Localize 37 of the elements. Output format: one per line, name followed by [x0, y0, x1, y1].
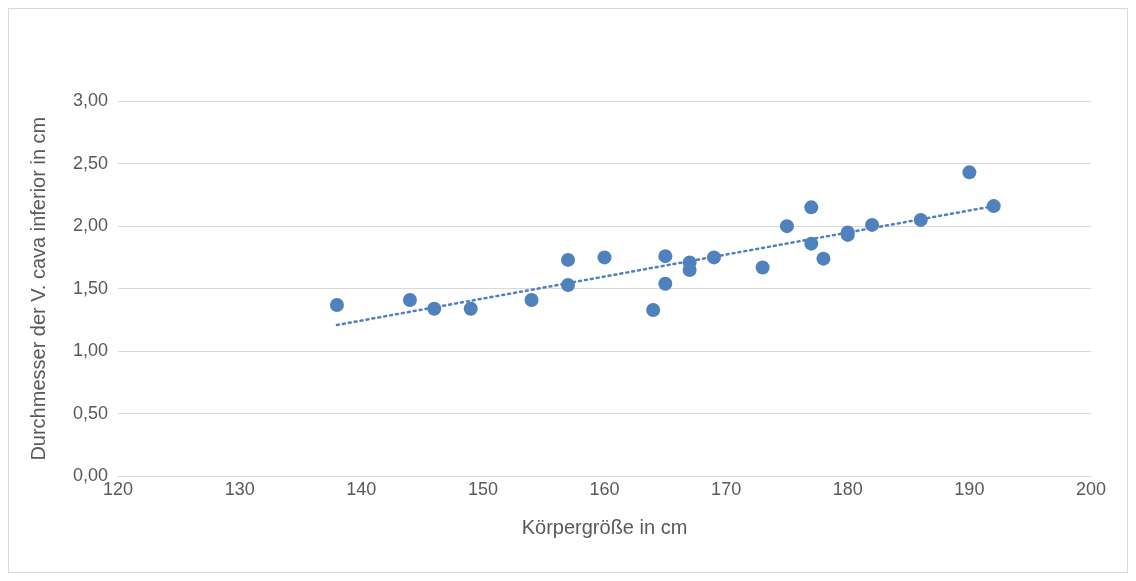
point: [804, 200, 819, 215]
y-axis-title: Durchmesser der V. cava inferior in cm: [26, 116, 49, 461]
point: [402, 292, 417, 307]
y-tick-label: 1,50: [72, 277, 109, 298]
point: [865, 217, 880, 232]
x-tick-label: 200: [1075, 479, 1107, 500]
y-tick-label: 3,00: [72, 89, 109, 110]
y-tick-label: 1,00: [72, 340, 109, 361]
point: [816, 251, 831, 266]
point: [913, 212, 928, 227]
x-axis-title: Körpergröße in cm: [521, 515, 688, 538]
point: [779, 219, 794, 234]
point: [962, 165, 977, 180]
point: [463, 301, 478, 316]
point: [561, 252, 576, 267]
point: [804, 236, 819, 251]
point: [524, 292, 539, 307]
point: [329, 297, 344, 312]
point: [658, 249, 673, 264]
x-tick-label: 130: [224, 479, 255, 500]
point: [427, 301, 442, 316]
x-tick-label: 160: [589, 479, 620, 500]
point: [706, 250, 721, 265]
point: [561, 277, 576, 292]
x-tick-label: 170: [711, 479, 742, 500]
y-tick-label: 0,50: [72, 402, 109, 423]
x-tick-label: 140: [346, 479, 377, 500]
x-tick-label: 180: [832, 479, 863, 500]
y-tick-label: 2,50: [72, 152, 109, 173]
point: [755, 260, 770, 275]
point: [658, 276, 673, 291]
x-tick-label: 190: [954, 479, 985, 500]
point: [646, 302, 661, 317]
y-tick-label: 2,00: [72, 215, 109, 236]
point: [986, 199, 1001, 214]
x-tick-label: 150: [467, 479, 498, 500]
point: [597, 250, 612, 265]
